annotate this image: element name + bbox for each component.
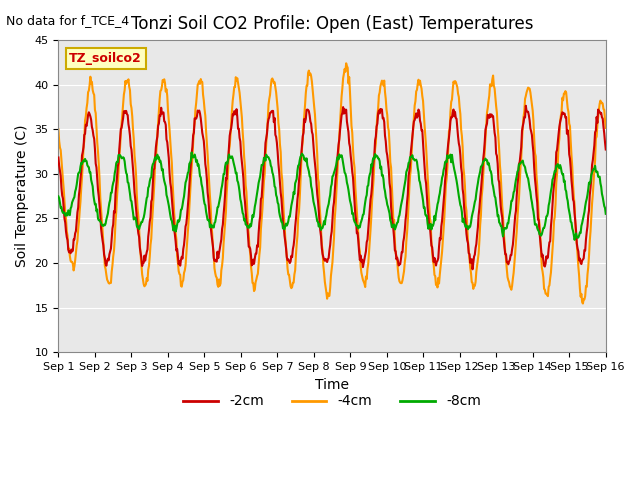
Legend: -2cm, -4cm, -8cm: -2cm, -4cm, -8cm [178,389,486,414]
X-axis label: Time: Time [315,377,349,392]
Title: Tonzi Soil CO2 Profile: Open (East) Temperatures: Tonzi Soil CO2 Profile: Open (East) Temp… [131,15,533,33]
Text: No data for f_TCE_4: No data for f_TCE_4 [6,14,129,27]
Text: TZ_soilco2: TZ_soilco2 [69,52,142,65]
Y-axis label: Soil Temperature (C): Soil Temperature (C) [15,125,29,267]
